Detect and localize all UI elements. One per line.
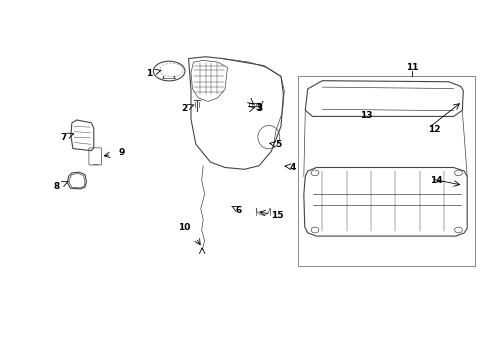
Text: 5: 5 — [275, 140, 281, 149]
Text: 1: 1 — [145, 69, 152, 78]
Text: 10: 10 — [177, 222, 189, 231]
Text: 12: 12 — [427, 126, 440, 135]
Bar — [297, 76, 474, 266]
Text: 3: 3 — [255, 104, 262, 113]
Text: 9: 9 — [119, 148, 125, 157]
Text: 4: 4 — [289, 163, 296, 172]
Text: 7: 7 — [61, 132, 67, 141]
Text: 15: 15 — [271, 211, 283, 220]
Text: 2: 2 — [181, 104, 187, 113]
Text: 14: 14 — [429, 176, 442, 185]
Text: 11: 11 — [405, 63, 418, 72]
Text: 6: 6 — [235, 206, 241, 215]
Text: 13: 13 — [359, 111, 371, 120]
Text: 8: 8 — [53, 182, 60, 191]
Text: 3: 3 — [254, 103, 261, 112]
